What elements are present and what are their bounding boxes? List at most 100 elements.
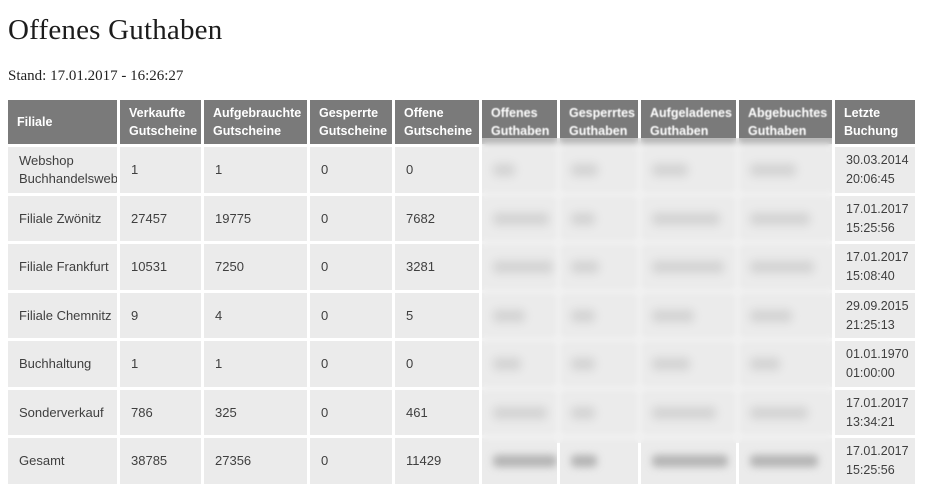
cell-verkaufte-gutscheine: 10531 xyxy=(120,241,204,290)
booking-time: 01:00:00 xyxy=(846,366,895,380)
cell-gesperrte-gutscheine: 0 xyxy=(310,192,395,242)
cell-gesperrte-gutscheine: 0 xyxy=(310,289,395,339)
redacted-value xyxy=(750,406,808,419)
column-header-label: Offene Gutscheine xyxy=(404,106,473,139)
cell-verkaufte-gutscheine: 38785 xyxy=(120,435,204,484)
cell-offenes-guthaben-redacted xyxy=(482,435,560,484)
column-header-label: Offenes Guthaben xyxy=(491,106,550,139)
column-header-label: Abgebuchtes Guthaben xyxy=(748,106,828,139)
cell-aufgeladenes-guthaben-redacted xyxy=(641,338,739,387)
column-header-offenes-guthaben: Offenes Guthaben xyxy=(482,100,560,145)
cell-aufgebrauchte-gutscheine: 1 xyxy=(204,144,310,193)
cell-offene-gutscheine: 0 xyxy=(395,338,482,387)
column-header-label: Aufgeladenes Guthaben xyxy=(650,106,732,139)
cell-gesperrtes-guthaben-redacted xyxy=(560,241,641,290)
cell-letzte-buchung: 30.03.2014 20:06:45 xyxy=(835,144,915,193)
cell-abgebuchtes-guthaben-redacted xyxy=(739,192,835,242)
column-header-label: Verkaufte Gutscheine xyxy=(129,106,198,139)
redacted-value xyxy=(750,212,810,225)
cell-aufgebrauchte-gutscheine: 19775 xyxy=(204,192,310,242)
redacted-value xyxy=(652,406,716,419)
redacted-value xyxy=(493,164,515,176)
cell-abgebuchtes-guthaben-redacted xyxy=(739,144,835,193)
cell-aufgeladenes-guthaben-redacted xyxy=(641,289,739,339)
cell-letzte-buchung: 17.01.2017 13:34:21 xyxy=(835,386,915,436)
redacted-value xyxy=(571,406,595,419)
redacted-value xyxy=(750,164,796,176)
cell-offene-gutscheine: 0 xyxy=(395,144,482,193)
booking-date: 01.01.1970 xyxy=(846,347,909,362)
cell-filiale: Filiale Frankfurt xyxy=(8,241,120,290)
cell-offenes-guthaben-redacted xyxy=(482,338,560,387)
cell-letzte-buchung: 17.01.2017 15:25:56 xyxy=(835,192,915,242)
booking-time: 15:25:56 xyxy=(846,463,895,477)
report-table-wrapper: Filiale Verkaufte Gutscheine Aufgebrauchte… xyxy=(8,100,915,484)
report-timestamp: Stand: 17.01.2017 - 16:26:27 xyxy=(8,68,184,84)
table-body: Webshop Buchhandelsweb 1 1 0 0 30.03.2014 20:0… xyxy=(8,144,915,484)
redacted-value xyxy=(493,212,549,225)
cell-filiale: Sonderverkauf xyxy=(8,386,120,436)
booking-time: 13:34:21 xyxy=(846,414,895,429)
column-header-offene-gutscheine: Offene Gutscheine xyxy=(395,100,482,145)
cell-letzte-buchung: 29.09.2015 21:25:13 xyxy=(835,289,915,339)
table-row: Filiale Chemnitz 9 4 0 5 29.09.2015 21:25:13 xyxy=(8,289,915,339)
cell-aufgeladenes-guthaben-redacted xyxy=(641,241,739,290)
redacted-value xyxy=(652,455,728,467)
column-header-label: Gesperrtes Guthaben xyxy=(569,106,636,139)
cell-gesperrtes-guthaben-redacted xyxy=(560,144,641,193)
booking-time: 15:08:40 xyxy=(846,269,895,283)
cell-verkaufte-gutscheine: 1 xyxy=(120,144,204,193)
redacted-value xyxy=(652,358,690,370)
booking-time: 15:25:56 xyxy=(846,220,895,235)
booking-date: 17.01.2017 xyxy=(846,250,909,265)
redacted-value xyxy=(750,261,814,273)
column-header-verkaufte-gutscheine: Verkaufte Gutscheine xyxy=(120,100,204,145)
redacted-value xyxy=(652,261,724,273)
table-row: Webshop Buchhandelsweb 1 1 0 0 30.03.2014 20:0… xyxy=(8,144,915,193)
cell-filiale: Filiale Chemnitz xyxy=(8,289,120,339)
column-header-aufgeladenes-guthaben: Aufgeladenes Guthaben xyxy=(641,100,739,145)
cell-aufgeladenes-guthaben-redacted xyxy=(641,386,739,436)
cell-aufgebrauchte-gutscheine: 27356 xyxy=(204,435,310,484)
booking-date: 17.01.2017 xyxy=(846,395,909,410)
cell-gesperrte-gutscheine: 0 xyxy=(310,241,395,290)
booking-time: 21:25:13 xyxy=(846,317,895,332)
cell-offenes-guthaben-redacted xyxy=(482,386,560,436)
redacted-value xyxy=(571,212,595,225)
column-header-letzte-buchung: Letzte Buchung xyxy=(835,100,915,145)
cell-offenes-guthaben-redacted xyxy=(482,192,560,242)
redacted-value xyxy=(493,309,525,322)
cell-filiale: Filiale Zwönitz xyxy=(8,192,120,242)
guthaben-report-table: Filiale Verkaufte Gutscheine Aufgebrauchte… xyxy=(8,100,915,484)
booking-date: 17.01.2017 xyxy=(846,201,909,216)
cell-offene-gutscheine: 11429 xyxy=(395,435,482,484)
cell-letzte-buchung: 17.01.2017 15:25:56 xyxy=(835,435,915,484)
column-header-gesperrte-gutscheine: Gesperrte Gutscheine xyxy=(310,100,395,145)
column-header-abgebuchtes-guthaben: Abgebuchtes Guthaben xyxy=(739,100,835,145)
booking-date: 17.01.2017 xyxy=(846,444,909,459)
redacted-value xyxy=(571,261,599,273)
redacted-value xyxy=(493,406,547,419)
cell-aufgebrauchte-gutscheine: 1 xyxy=(204,338,310,387)
cell-offene-gutscheine: 461 xyxy=(395,386,482,436)
cell-aufgeladenes-guthaben-redacted xyxy=(641,192,739,242)
table-row: Sonderverkauf 786 325 0 461 17.01.2017 13:34:2… xyxy=(8,386,915,436)
header-row: Filiale Verkaufte Gutscheine Aufgebrauchte… xyxy=(8,100,915,145)
cell-letzte-buchung: 01.01.1970 01:00:00 xyxy=(835,338,915,387)
redacted-value xyxy=(571,455,597,467)
cell-verkaufte-gutscheine: 9 xyxy=(120,289,204,339)
cell-gesperrtes-guthaben-redacted xyxy=(560,338,641,387)
cell-offenes-guthaben-redacted xyxy=(482,144,560,193)
column-header-label: Aufgebrauchte Gutscheine xyxy=(213,106,302,139)
cell-gesperrte-gutscheine: 0 xyxy=(310,144,395,193)
cell-filiale: Webshop Buchhandelsweb xyxy=(8,144,120,193)
booking-time: 20:06:45 xyxy=(846,172,895,186)
cell-gesperrtes-guthaben-redacted xyxy=(560,289,641,339)
redacted-value xyxy=(571,164,598,176)
cell-offenes-guthaben-redacted xyxy=(482,289,560,339)
table-row: Gesamt 38785 27356 0 11429 17.01.2017 15:25:56 xyxy=(8,435,915,484)
page-title: Offenes Guthaben xyxy=(8,14,223,46)
column-header-aufgebrauchte-gutscheine: Aufgebrauchte Gutscheine xyxy=(204,100,310,145)
table-row: Filiale Zwönitz 27457 19775 0 7682 17.01.2017… xyxy=(8,192,915,242)
